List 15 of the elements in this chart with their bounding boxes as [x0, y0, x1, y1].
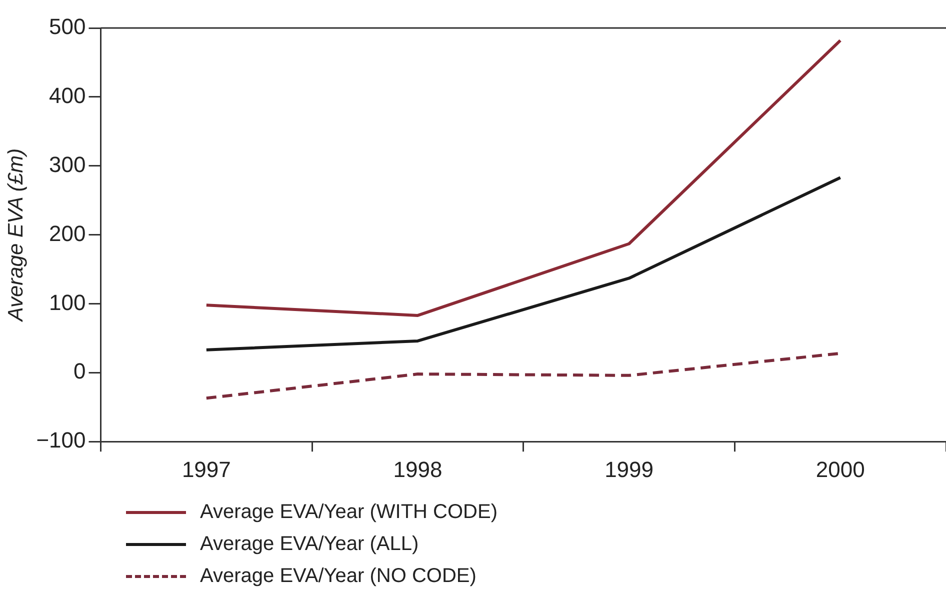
x-tick-label: 1997 [182, 456, 231, 482]
legend-label: Average EVA/Year (ALL) [200, 532, 419, 556]
y-tick-label: 100 [49, 290, 86, 315]
legend-label: Average EVA/Year (NO CODE) [200, 564, 476, 588]
y-tick-label: 0 [74, 358, 86, 384]
y-axis-title: Average EVA (£m) [4, 148, 28, 324]
legend-label: Average EVA/Year (WITH CODE) [200, 500, 498, 524]
y-tick-label: 300 [49, 152, 86, 177]
x-tick-label: 1999 [604, 456, 654, 482]
x-tick-label: 1998 [393, 456, 442, 482]
x-tick-label: 2000 [816, 456, 865, 482]
y-tick-label: 200 [49, 220, 86, 246]
y-tick-label: −100 [36, 428, 86, 453]
y-tick-label: 500 [49, 14, 86, 40]
y-tick-label: 400 [49, 82, 86, 108]
